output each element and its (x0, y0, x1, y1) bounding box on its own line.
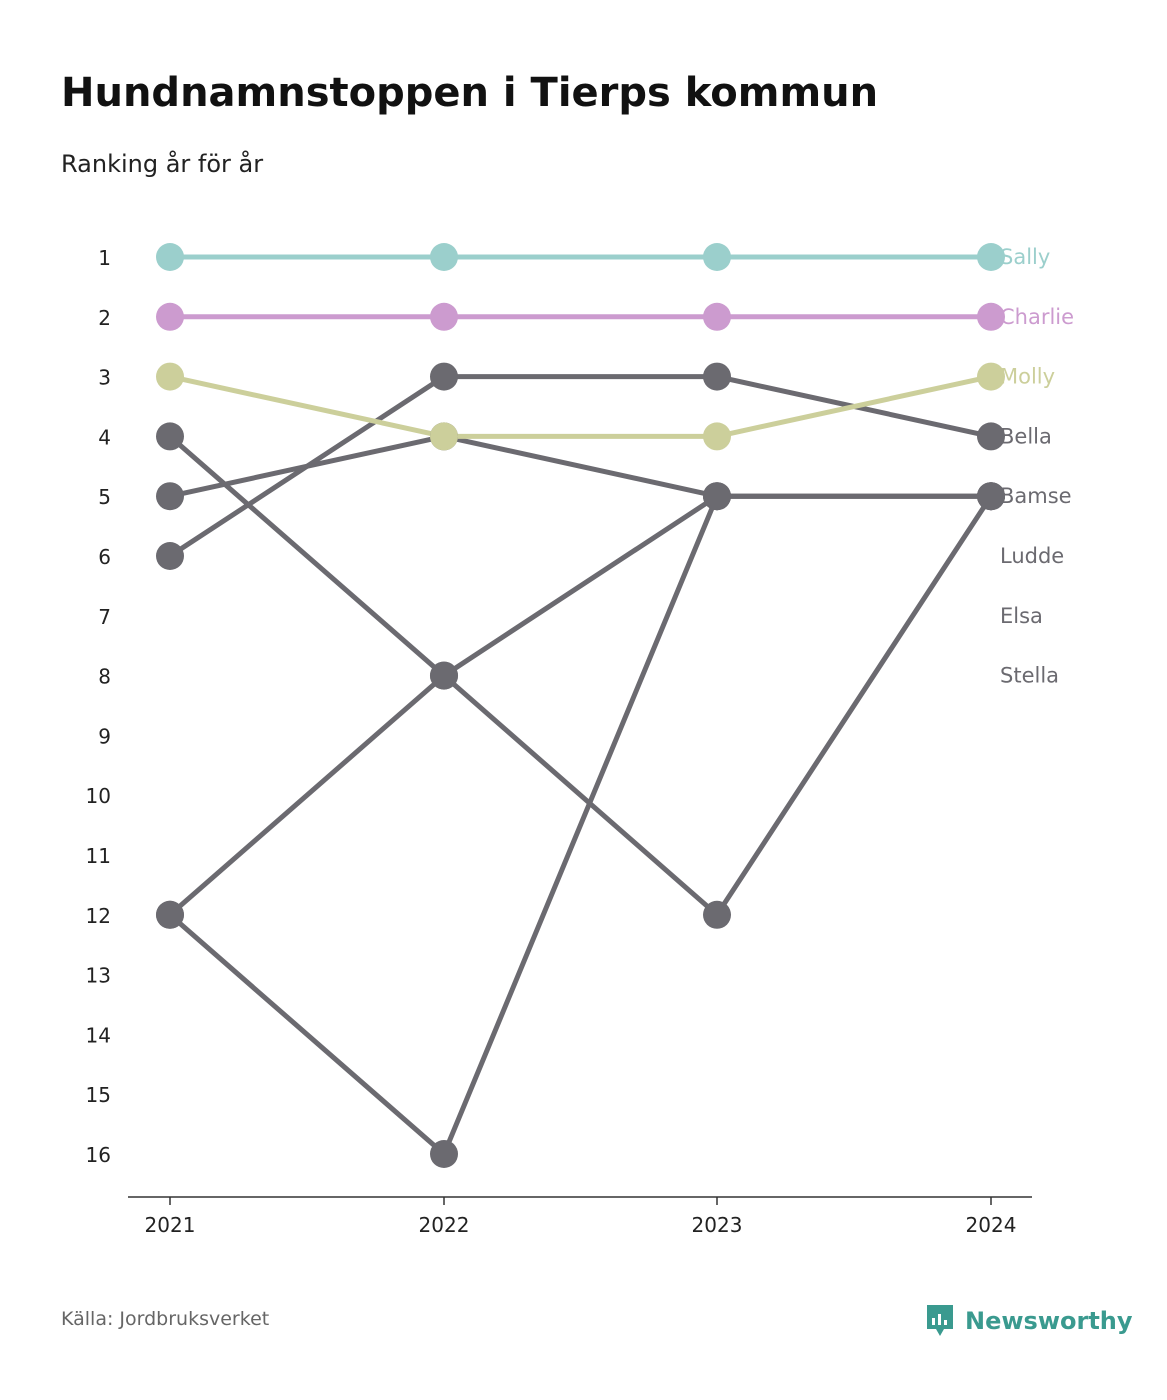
newsworthy-logo-icon (927, 1305, 953, 1336)
series-label-stella: Stella (1000, 664, 1059, 688)
source-note: Källa: Jordbruksverket (61, 1308, 270, 1330)
y-tick-label: 9 (98, 724, 111, 748)
x-tick-label: 2024 (966, 1213, 1017, 1237)
x-tick-label: 2021 (145, 1213, 196, 1237)
series-point-bella (703, 362, 731, 391)
series-label-ludde: Ludde (1000, 544, 1064, 568)
chart-subtitle: Ranking år för år (61, 150, 264, 178)
series-label-molly: Molly (1000, 365, 1055, 389)
brand-logo: Newsworthy (925, 1303, 1133, 1339)
y-tick-label: 5 (98, 485, 111, 509)
series-point-charlie (156, 302, 184, 331)
y-tick-label: 4 (98, 425, 111, 449)
series-labels: Sally Charlie Molly Bella Bamse Ludde Elsa Stel… (1000, 245, 1074, 688)
y-tick-label: 8 (98, 665, 111, 689)
series-point-stella (977, 482, 1005, 511)
series-point-bella (156, 542, 184, 570)
y-tick-label: 13 (86, 964, 111, 988)
series-point-sally (430, 243, 458, 271)
series-label-elsa: Elsa (1000, 604, 1043, 628)
series-point-bamse (430, 1140, 458, 1168)
y-tick-label: 2 (98, 306, 111, 330)
series-point-ludde (703, 900, 731, 929)
series-point-molly (977, 362, 1005, 391)
y-tick-label: 12 (86, 904, 111, 928)
y-tick-label: 11 (86, 844, 111, 868)
series-point-sally (703, 243, 731, 271)
chart-title: Hundnamnstoppen i Tierps kommun (61, 70, 879, 116)
y-tick-label: 7 (98, 605, 111, 629)
y-tick-label: 15 (86, 1083, 111, 1107)
series-point-ludde (156, 422, 184, 451)
series-point-elsa (156, 482, 184, 511)
series-point-charlie (430, 302, 458, 331)
series-point-stella (430, 661, 458, 690)
series-label-bella: Bella (1000, 424, 1052, 448)
y-tick-label: 16 (86, 1143, 111, 1167)
series-point-stella (703, 482, 731, 511)
series-point-sally (977, 243, 1005, 271)
series-point-molly (703, 422, 731, 451)
x-axis: 2021 2022 2023 2024 (128, 1196, 1032, 1237)
brand-name: Newsworthy (965, 1307, 1133, 1335)
series-line-molly (169, 374, 992, 439)
y-tick-label: 6 (98, 545, 111, 569)
y-tick-label: 10 (86, 784, 111, 808)
series-lines (168, 254, 994, 1157)
series-line-elsa (169, 433, 991, 499)
series-point-charlie (977, 302, 1005, 331)
series-line-stella (168, 493, 991, 917)
series-point-molly (156, 362, 184, 391)
series-label-charlie: Charlie (1000, 305, 1074, 329)
series-line-ludde (168, 434, 994, 918)
series-label-bamse: Bamse (1000, 484, 1072, 508)
series-point-molly (430, 422, 458, 451)
series-points (156, 243, 1005, 1168)
series-line-bamse (168, 493, 991, 1157)
series-point-bella (977, 422, 1005, 451)
x-tick-label: 2023 (692, 1213, 743, 1237)
series-point-charlie (703, 302, 731, 331)
x-tick-label: 2022 (419, 1213, 470, 1237)
series-label-sally: Sally (1000, 245, 1050, 269)
series-point-bella (430, 362, 458, 391)
series-point-stella (156, 900, 184, 929)
y-tick-label: 14 (86, 1023, 111, 1047)
y-tick-label: 1 (98, 246, 111, 270)
y-tick-label: 3 (98, 366, 111, 390)
series-point-sally (156, 243, 184, 271)
